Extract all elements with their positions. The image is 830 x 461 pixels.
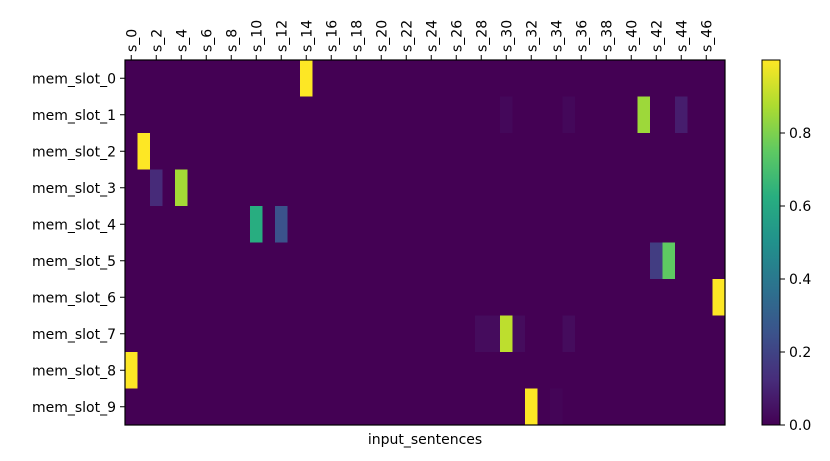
heatmap-plot-area bbox=[124, 59, 726, 426]
column-label: s_34 bbox=[549, 20, 565, 52]
column-labels: s_0 s_2 s_4 s_6 s_8 s_10 s_12 s_14 s_16 s_18 s_20 s… bbox=[124, 20, 715, 60]
colorbar-gradient bbox=[761, 59, 781, 426]
column-label: s_28 bbox=[474, 20, 490, 52]
heatmap-cell bbox=[562, 315, 575, 352]
column-label: s_36 bbox=[574, 20, 590, 52]
heatmap-cell bbox=[675, 96, 688, 133]
heatmap-cell bbox=[300, 60, 313, 97]
heatmap-cell bbox=[275, 206, 288, 243]
column-label: s_40 bbox=[624, 20, 640, 52]
column-label: s_42 bbox=[649, 20, 665, 52]
plot-frame bbox=[124, 59, 726, 426]
heatmap-cell bbox=[512, 315, 525, 352]
colorbar-tick-label: 0.8 bbox=[789, 126, 811, 142]
heatmap-cell bbox=[475, 315, 488, 352]
column-label: s_10 bbox=[249, 20, 265, 52]
x-axis-label: input_sentences bbox=[368, 432, 482, 448]
row-label: mem_slot_9 bbox=[32, 400, 116, 416]
column-label: s_24 bbox=[424, 20, 440, 52]
column-label: s_2 bbox=[149, 29, 165, 52]
heatmap-background bbox=[125, 60, 725, 425]
row-label: mem_slot_2 bbox=[32, 144, 116, 160]
row-label: mem_slot_6 bbox=[32, 290, 116, 306]
column-label: s_22 bbox=[399, 20, 415, 52]
row-label: mem_slot_4 bbox=[32, 217, 116, 233]
colorbar-tick-label: 0.4 bbox=[789, 272, 811, 288]
colorbar-ticks: 0.0 0.2 0.4 0.6 0.8 bbox=[780, 126, 811, 434]
colorbar-tick-label: 0.2 bbox=[789, 345, 811, 361]
row-label: mem_slot_7 bbox=[32, 327, 116, 343]
heatmap-cell bbox=[250, 206, 263, 243]
column-label: s_16 bbox=[324, 20, 340, 52]
column-label: s_38 bbox=[599, 20, 615, 52]
row-label: mem_slot_5 bbox=[32, 254, 116, 270]
column-label: s_12 bbox=[274, 20, 290, 52]
column-label: s_32 bbox=[524, 20, 540, 52]
heatmap-cell bbox=[550, 388, 563, 425]
heatmap-cell bbox=[500, 96, 513, 133]
column-label: s_20 bbox=[374, 20, 390, 52]
colorbar bbox=[761, 59, 781, 426]
heatmap-cell bbox=[150, 169, 163, 206]
row-label: mem_slot_1 bbox=[32, 108, 116, 124]
heatmap-cell bbox=[712, 279, 725, 316]
column-label: s_26 bbox=[449, 20, 465, 52]
column-label: s_0 bbox=[124, 29, 140, 52]
row-label: mem_slot_3 bbox=[32, 181, 116, 197]
column-label: s_18 bbox=[349, 20, 365, 52]
heatmap-cell bbox=[175, 169, 188, 206]
heatmap-cell bbox=[662, 242, 675, 279]
heatmap-cell bbox=[650, 242, 663, 279]
heatmap-cell bbox=[637, 96, 650, 133]
column-label: s_14 bbox=[299, 20, 315, 52]
column-label: s_30 bbox=[499, 20, 515, 52]
heatmap-cell bbox=[562, 96, 575, 133]
row-labels: mem_slot_0 mem_slot_1 mem_slot_2 mem_slot_3… bbox=[32, 71, 125, 416]
row-label: mem_slot_8 bbox=[32, 363, 116, 379]
column-label: s_46 bbox=[699, 20, 715, 52]
heatmap-cell bbox=[525, 388, 538, 425]
column-label: s_44 bbox=[674, 20, 690, 52]
row-label: mem_slot_0 bbox=[32, 71, 116, 87]
heatmap-cell bbox=[500, 315, 513, 352]
column-label: s_8 bbox=[224, 29, 240, 52]
colorbar-tick-label: 0.6 bbox=[789, 199, 811, 215]
column-label: s_6 bbox=[199, 29, 215, 52]
heatmap-cell bbox=[125, 352, 138, 389]
heatmap-cell bbox=[487, 315, 500, 352]
column-label: s_4 bbox=[174, 29, 190, 52]
colorbar-tick-label: 0.0 bbox=[789, 418, 811, 434]
heatmap-cell bbox=[137, 133, 150, 170]
